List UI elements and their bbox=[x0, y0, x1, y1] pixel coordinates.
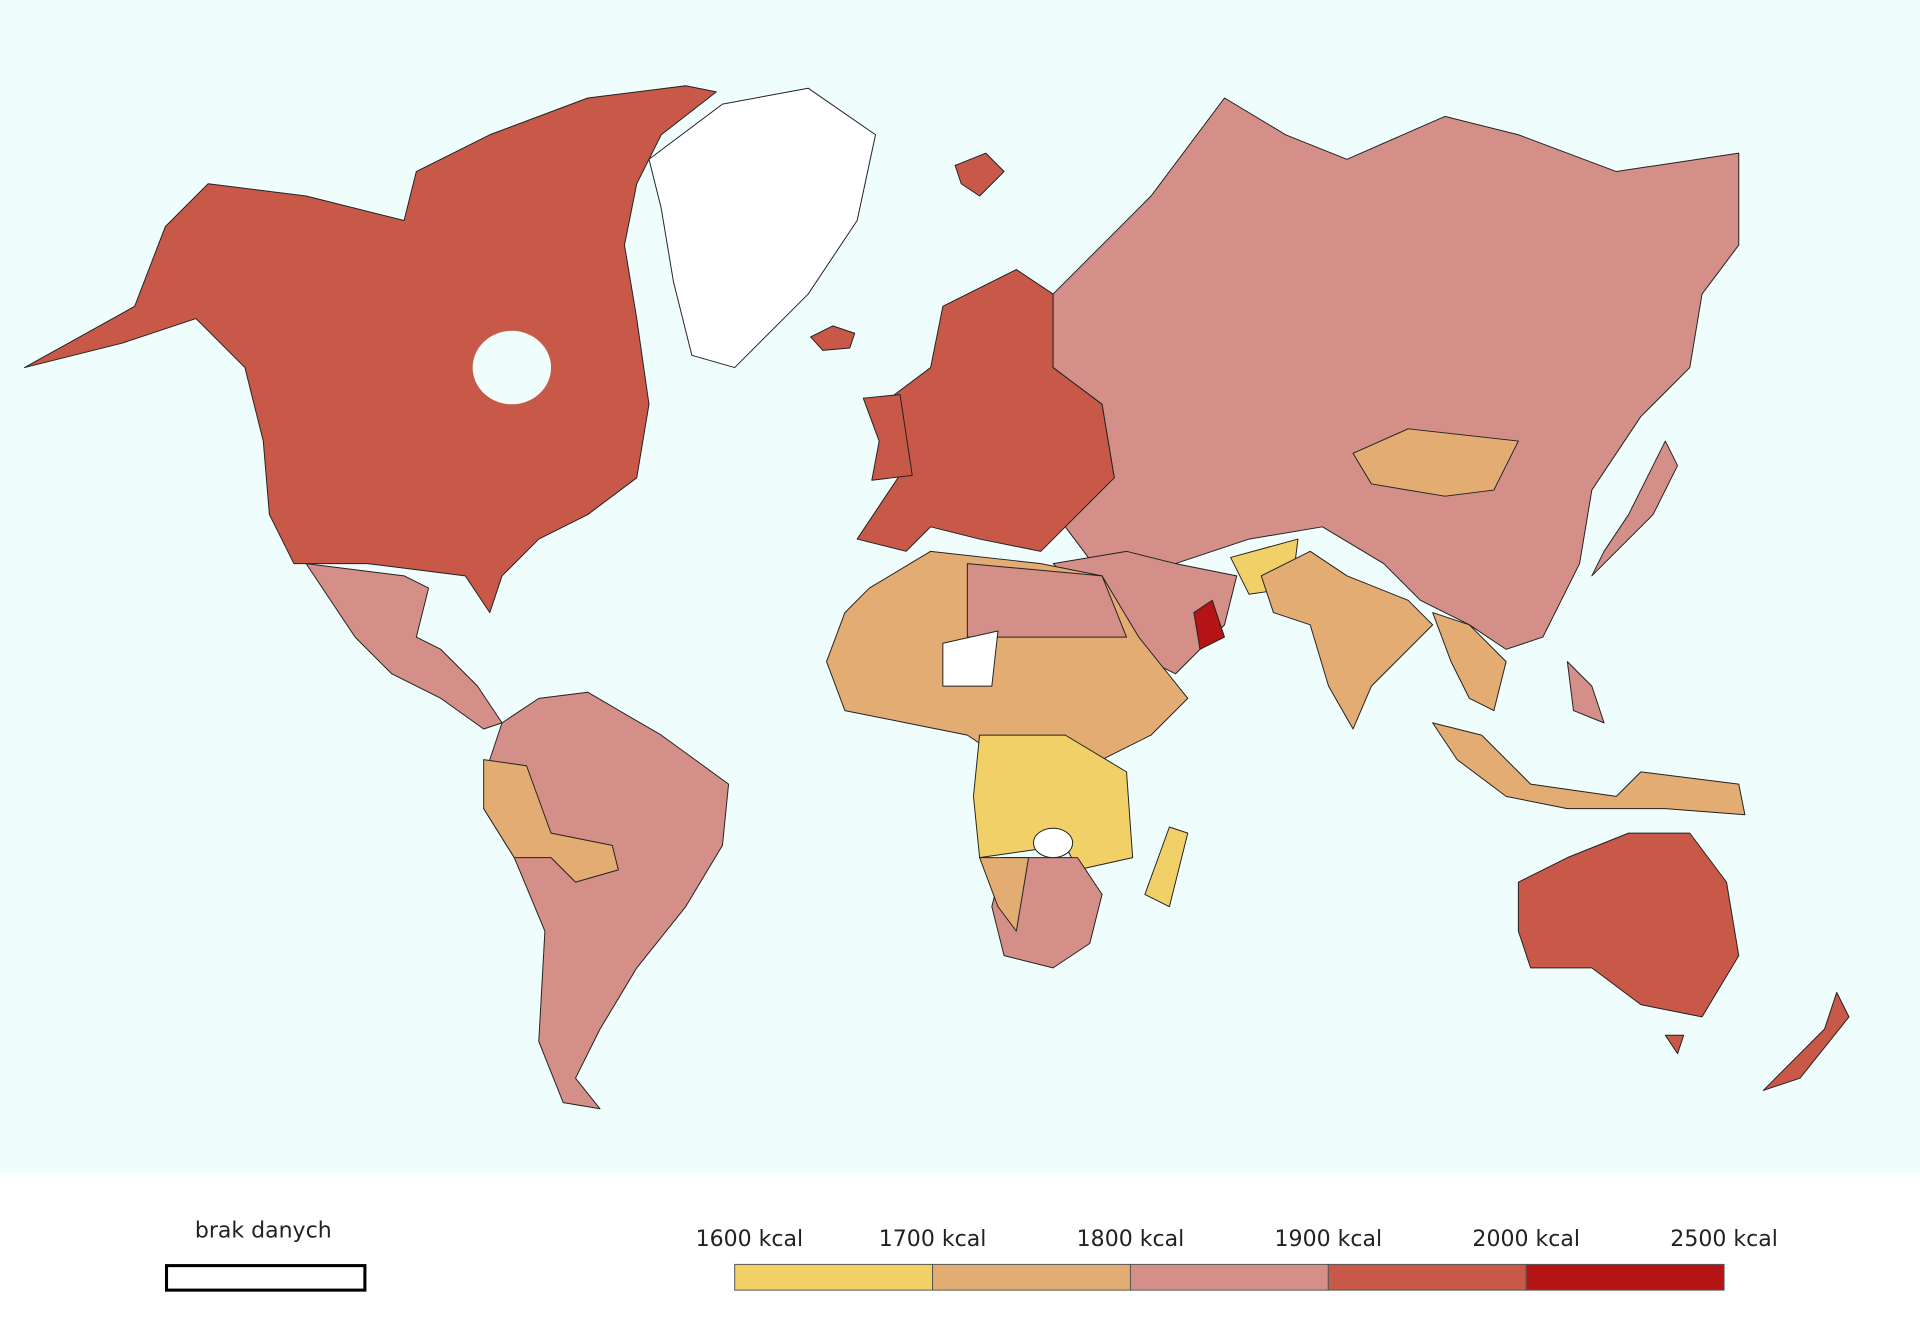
legend-tick-label: 1900 kcal bbox=[1275, 1227, 1383, 1252]
philippines bbox=[1566, 661, 1605, 724]
legend-tick-label: 1600 kcal bbox=[696, 1227, 804, 1252]
legend-swatch bbox=[734, 1263, 934, 1291]
andes bbox=[483, 759, 619, 883]
legend-tick-label: 2000 kcal bbox=[1472, 1227, 1580, 1252]
no-data-label: brak danych bbox=[195, 1218, 332, 1243]
no-data-swatch bbox=[165, 1264, 367, 1292]
oman bbox=[1193, 599, 1225, 650]
legend: 1600 kcal 1700 kcal 1800 kcal 1900 kcal 2000… bbox=[696, 1227, 1778, 1291]
legend-swatch bbox=[1327, 1263, 1527, 1291]
legend-tick-label: 1700 kcal bbox=[879, 1227, 987, 1252]
india bbox=[1260, 550, 1434, 730]
libya-egypt bbox=[966, 563, 1128, 638]
legend-tick-label: 2500 kcal bbox=[1670, 1227, 1778, 1252]
countries bbox=[24, 85, 1850, 1110]
iceland bbox=[810, 325, 856, 351]
japan bbox=[1591, 440, 1679, 577]
mongolia bbox=[1352, 428, 1519, 497]
legend-swatch bbox=[1129, 1263, 1329, 1291]
zambia bbox=[1032, 827, 1074, 859]
legend-tick-label: 1800 kcal bbox=[1077, 1227, 1185, 1252]
legend-swatch bbox=[1525, 1263, 1725, 1291]
australia bbox=[1517, 832, 1740, 1018]
tasmania bbox=[1664, 1034, 1685, 1055]
hudson-bay bbox=[472, 330, 552, 405]
svalbard bbox=[954, 152, 1005, 197]
indonesia bbox=[1432, 722, 1746, 816]
madagascar bbox=[1144, 826, 1189, 908]
new-zealand bbox=[1762, 991, 1850, 1091]
britain bbox=[862, 394, 913, 481]
greenland bbox=[648, 87, 876, 369]
north-america bbox=[24, 85, 717, 614]
legend-swatch bbox=[932, 1263, 1131, 1291]
niger bbox=[942, 630, 999, 687]
southeast-asia bbox=[1432, 612, 1507, 712]
namibia bbox=[979, 857, 1030, 932]
